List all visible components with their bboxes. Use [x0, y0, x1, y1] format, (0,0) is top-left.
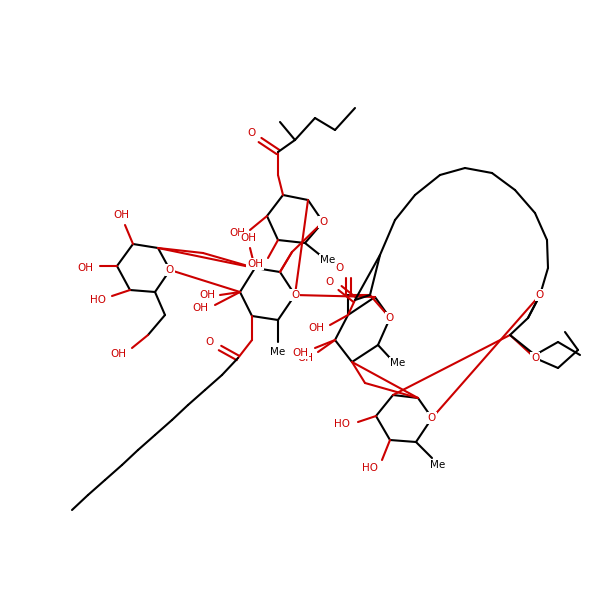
Text: OH: OH	[308, 323, 324, 333]
Text: O: O	[319, 217, 327, 227]
Text: O: O	[206, 337, 214, 347]
Text: HO: HO	[334, 419, 350, 429]
Text: O: O	[291, 290, 299, 300]
Text: O: O	[536, 290, 544, 300]
Text: HO: HO	[362, 463, 378, 473]
Text: O: O	[166, 265, 174, 275]
Text: HO: HO	[90, 295, 106, 305]
Text: Me: Me	[320, 255, 335, 265]
Text: O: O	[386, 313, 394, 323]
Text: Me: Me	[391, 358, 406, 368]
Text: OH: OH	[240, 233, 256, 243]
Text: O: O	[531, 353, 539, 363]
Text: O: O	[248, 128, 256, 138]
Text: OH: OH	[292, 348, 308, 358]
Text: Me: Me	[271, 347, 286, 357]
Text: OH: OH	[247, 259, 263, 269]
Text: OH: OH	[113, 210, 129, 220]
Text: OH: OH	[199, 290, 215, 300]
Text: OH: OH	[110, 349, 126, 359]
Text: O: O	[428, 413, 436, 423]
Text: O: O	[336, 263, 344, 273]
Text: OH: OH	[297, 353, 313, 363]
Text: O: O	[326, 277, 334, 287]
Text: Me: Me	[430, 460, 446, 470]
Text: OH: OH	[77, 263, 93, 273]
Text: OH: OH	[229, 228, 245, 238]
Text: OH: OH	[192, 303, 208, 313]
